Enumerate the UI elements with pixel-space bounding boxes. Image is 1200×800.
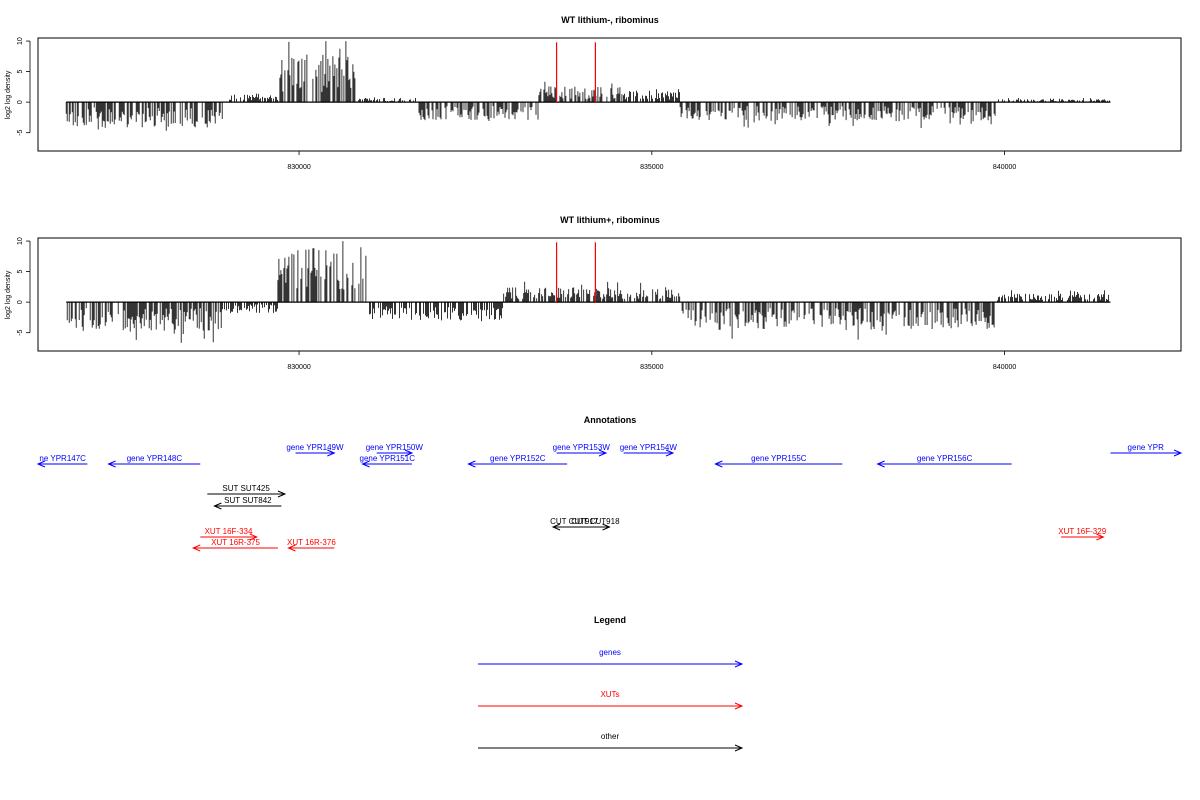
marker-lines xyxy=(555,242,596,303)
y-tick-label: 10 xyxy=(17,237,24,245)
annotation-label: XUT 16F-334 xyxy=(205,527,253,536)
annotation-arrow xyxy=(287,544,335,552)
annotation-arrow xyxy=(581,523,611,531)
annotation-label: gene YPR152C xyxy=(490,454,546,463)
y-tick-label: 0 xyxy=(17,100,24,104)
panel-title: WT lithium-, ribominus xyxy=(561,15,659,25)
annotation-arrow xyxy=(376,449,414,457)
legend-items: genes XUTs other xyxy=(478,648,744,752)
y-tick-label: -5 xyxy=(17,129,24,135)
annotation-label: CUT CUT918 xyxy=(571,517,620,526)
panel-title: WT lithium+, ribominus xyxy=(560,215,660,225)
legend: Legend genes XUTs other xyxy=(478,615,744,752)
coverage-bars xyxy=(65,41,1111,131)
legend-arrow xyxy=(478,660,744,668)
annotation-arrow xyxy=(1061,533,1105,541)
annotation-label: gene YPR154W xyxy=(620,443,678,452)
annotation-arrow xyxy=(714,460,843,468)
coverage-panel-lithium-minus: WT lithium-, ribominus log2 log density … xyxy=(5,15,1182,171)
x-axis: 830000 835000 840000 xyxy=(287,151,1016,171)
y-tick-label: 0 xyxy=(17,300,24,304)
y-axis: -5 0 5 10 xyxy=(17,237,31,336)
annotation-arrow xyxy=(361,460,412,468)
coverage-bars xyxy=(66,241,1111,343)
annotation-label: SUT SUT425 xyxy=(222,484,270,493)
legend-arrow xyxy=(478,702,744,710)
x-tick-label: 830000 xyxy=(287,364,310,371)
y-axis-label: log2 log density xyxy=(5,270,12,319)
annotation-arrow xyxy=(200,533,258,541)
annotation-arrow xyxy=(107,460,201,468)
annotation-label: gene YPR151C xyxy=(360,454,416,463)
x-tick-label: 830000 xyxy=(287,164,310,171)
annotation-arrow xyxy=(36,460,88,468)
annotation-label: XUT 16R-376 xyxy=(287,538,336,547)
plot-frame xyxy=(37,37,1182,152)
y-tick-label: 5 xyxy=(17,270,24,274)
coverage-panel-lithium-plus: WT lithium+, ribominus log2 log density … xyxy=(5,215,1182,371)
y-tick-label: 10 xyxy=(17,37,24,45)
coverage-bar xyxy=(66,241,1109,343)
annotations-track: Annotations ne YPR147C gene YPR148C gene Y… xyxy=(36,415,1183,552)
annotation-features: ne YPR147C gene YPR148C gene YPR149W gene Y… xyxy=(36,443,1183,552)
annotation-arrow xyxy=(213,502,282,510)
plot-frame xyxy=(37,237,1182,352)
coverage-bar xyxy=(65,41,1110,131)
annotation-arrow xyxy=(556,449,608,457)
x-tick-label: 840000 xyxy=(993,364,1016,371)
legend-label: XUTs xyxy=(600,690,619,699)
annotation-arrow xyxy=(876,460,1012,468)
annotation-label: ne YPR147C xyxy=(39,454,86,463)
annotation-arrow xyxy=(623,449,675,457)
annotation-label: gene YPR149W xyxy=(286,443,344,452)
annotation-arrow xyxy=(1110,449,1183,457)
legend-label: genes xyxy=(599,648,621,657)
annotation-label: gene YPR153W xyxy=(553,443,611,452)
annotation-arrow xyxy=(467,460,568,468)
annotation-label: XUT 16R-375 xyxy=(211,538,260,547)
annotation-label: gene YPR156C xyxy=(917,454,973,463)
y-tick-label: 5 xyxy=(17,70,24,74)
x-tick-label: 835000 xyxy=(640,164,663,171)
annotation-label: CUT CUT917 xyxy=(550,517,599,526)
annotation-label: gene YPR150W xyxy=(366,443,424,452)
annotation-label: gene YPR155C xyxy=(751,454,807,463)
annotation-label: SUT SUT842 xyxy=(224,496,272,505)
annotation-arrow xyxy=(295,449,336,457)
marker-lines xyxy=(555,42,596,103)
x-tick-label: 840000 xyxy=(993,164,1016,171)
annotations-title: Annotations xyxy=(584,415,637,425)
annotation-label: gene YPR148C xyxy=(127,454,183,463)
x-axis: 830000 835000 840000 xyxy=(287,351,1016,371)
y-tick-label: -5 xyxy=(17,329,24,335)
x-tick-label: 835000 xyxy=(640,364,663,371)
annotation-arrow xyxy=(207,490,287,498)
legend-label: other xyxy=(601,732,620,741)
y-axis-label: log2 log density xyxy=(5,70,12,119)
y-axis: -5 0 5 10 xyxy=(17,37,31,136)
legend-arrow xyxy=(478,744,744,752)
annotation-arrow xyxy=(191,544,278,552)
legend-title: Legend xyxy=(594,615,626,625)
annotation-label: XUT 16F-329 xyxy=(1058,527,1106,536)
annotation-label: gene YPR xyxy=(1128,443,1165,452)
